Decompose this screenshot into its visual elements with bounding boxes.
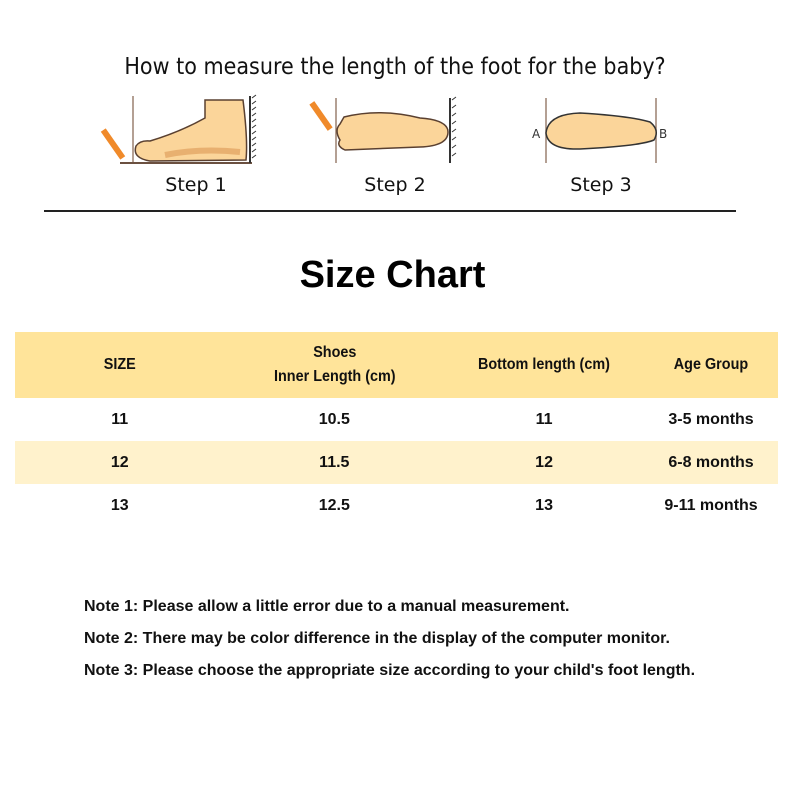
cell-age-group: 3-5 months: [668, 410, 754, 428]
pencil-icon: [100, 128, 126, 160]
pencil-icon: [309, 101, 333, 131]
table-row: 11 10.5 11 3-5 months: [15, 398, 778, 441]
step-1-label: Step 1: [165, 174, 227, 196]
measure-illustrations: A B: [100, 94, 667, 164]
measure-guide-title: How to measure the length of the foot fo…: [124, 54, 666, 80]
point-b-label: B: [659, 127, 667, 141]
divider: [44, 210, 736, 212]
cell-bottom-length: 11: [535, 410, 553, 428]
header-inner-length: Shoes Inner Length (cm): [235, 332, 434, 398]
cell-size: 13: [110, 496, 129, 514]
step-3-label: Step 3: [570, 174, 632, 196]
step3-foot-outline-illustration: A B: [532, 98, 667, 163]
table-header-row: SIZE Shoes Inner Length (cm) Bottom lengt…: [15, 332, 778, 398]
cell-bottom-length: 13: [535, 496, 553, 514]
note-1: Note 1: Please allow a little error due …: [84, 598, 570, 615]
cell-inner-length: 10.5: [318, 410, 350, 428]
cell-bottom-length: 12: [535, 453, 553, 471]
notes: Note 1: Please allow a little error due …: [84, 598, 695, 694]
step2-foot-top-illustration: [309, 96, 457, 163]
table-row: 12 11.5 12 6-8 months: [15, 441, 778, 484]
cell-inner-length: 12.5: [318, 496, 350, 514]
header-inner-length-text: Inner Length (cm): [273, 368, 396, 385]
point-a-label: A: [532, 127, 541, 141]
cell-size: 12: [110, 453, 129, 471]
note-3: Note 3: Please choose the appropriate si…: [84, 662, 696, 679]
cell-age-group: 9-11 months: [664, 496, 758, 514]
step-2-label: Step 2: [364, 174, 426, 196]
header-age-group: Age Group: [650, 332, 772, 398]
header-bottom-length: Bottom length (cm): [454, 332, 635, 398]
step1-foot-side-illustration: [100, 94, 257, 164]
size-table: SIZE Shoes Inner Length (cm) Bottom lengt…: [15, 332, 778, 527]
table-row: 13 12.5 13 9-11 months: [15, 484, 778, 527]
note-2: Note 2: There may be color difference in…: [84, 630, 670, 647]
size-chart-heading: Size Chart: [299, 254, 486, 296]
header-shoes-text: Shoes: [312, 344, 356, 361]
cell-age-group: 6-8 months: [668, 453, 754, 471]
header-size: SIZE: [25, 332, 215, 398]
cell-size: 11: [111, 410, 129, 428]
cell-inner-length: 11.5: [319, 453, 350, 471]
